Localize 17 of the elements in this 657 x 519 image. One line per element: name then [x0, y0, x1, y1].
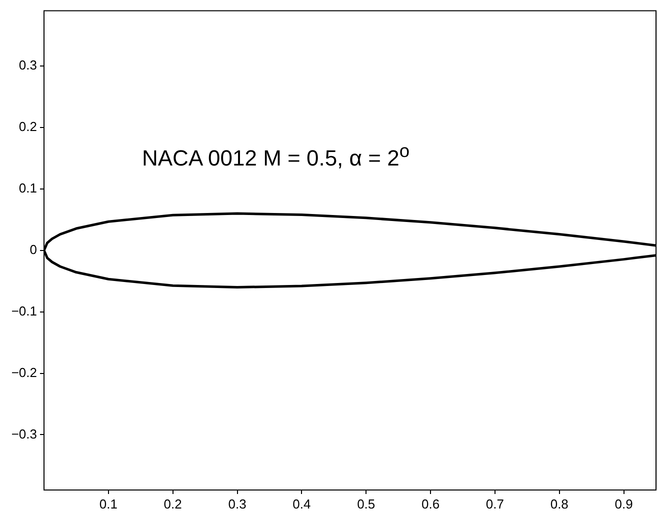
y-tick-label: −0.1	[11, 303, 37, 318]
annotation: NACA 0012 M = 0.5, α = 2$^{o}$	[142, 140, 410, 172]
x-tick-label: 0.8	[550, 496, 568, 512]
x-tick-label: 0.3	[228, 496, 246, 512]
y-tick-label: 0	[30, 242, 37, 257]
y-tick-label: 0.2	[18, 119, 37, 134]
y-tick-label: −0.2	[11, 364, 37, 380]
x-tick-label: 0.4	[292, 496, 311, 512]
y-tick-label: 0.3	[18, 58, 37, 73]
x-tick-label: 0.2	[164, 496, 182, 512]
x-tick-label: 0.1	[99, 496, 118, 512]
x-tick-label: 0.5	[357, 496, 376, 512]
x-tick-label: 0.6	[421, 496, 440, 512]
x-tick-label: 0.9	[614, 496, 633, 512]
x-tick-label: 0.7	[486, 496, 504, 512]
y-tick-label: 0.1	[18, 180, 37, 196]
y-tick-label: −0.3	[11, 426, 37, 442]
